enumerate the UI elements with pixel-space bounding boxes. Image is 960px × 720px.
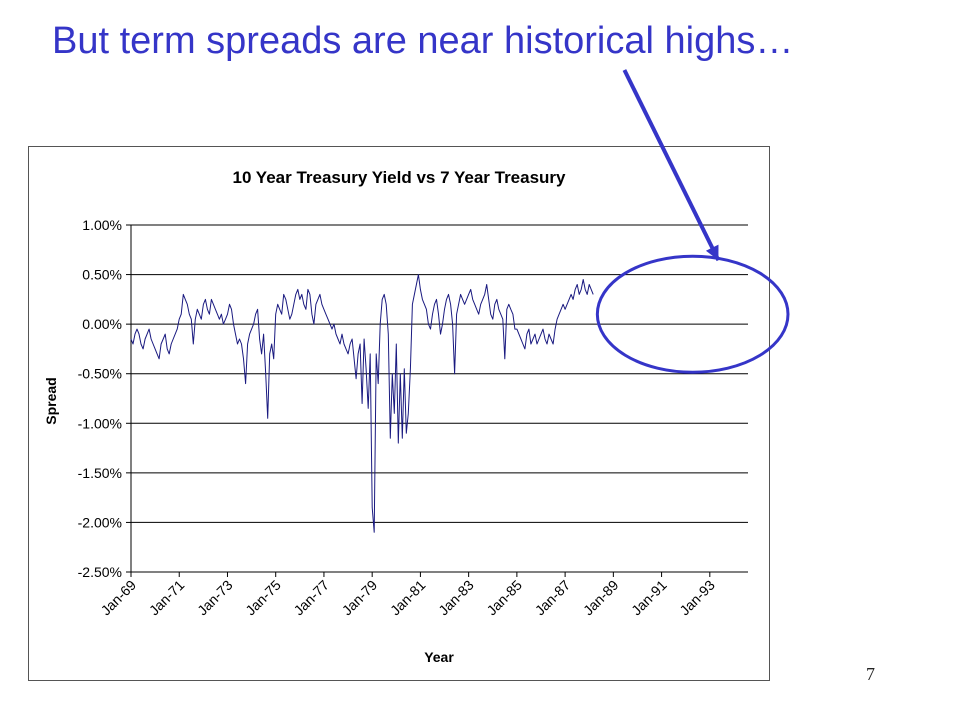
x-tick-label: Jan-71 <box>146 577 188 619</box>
y-tick-label: 0.50% <box>82 267 122 283</box>
arrow-head-icon <box>705 244 719 261</box>
x-tick-label: Jan-79 <box>339 577 381 619</box>
series-layer <box>130 274 594 533</box>
y-axis-label: Spread <box>43 377 59 424</box>
x-tick-label: Jan-87 <box>532 577 574 619</box>
y-tick-label: -1.00% <box>78 415 122 431</box>
gridlines <box>131 224 748 573</box>
y-axis: 1.00% 0.50% 0.00% -0.50% -1.00% -1.50% -2.00% -… <box>78 217 132 580</box>
x-tick-label: Jan-69 <box>98 577 140 619</box>
y-tick-label: 1.00% <box>82 217 122 233</box>
y-tick-label: -1.50% <box>78 465 122 481</box>
x-tick-label: Jan-73 <box>194 577 236 619</box>
y-tick-label: 0.00% <box>82 316 122 332</box>
y-tick-label: -2.00% <box>78 514 122 530</box>
page-number: 7 <box>866 664 875 684</box>
series-line <box>130 274 594 533</box>
chart-title: 10 Year Treasury Yield vs 7 Year Treasur… <box>232 168 566 187</box>
annotation-arrow <box>622 69 721 262</box>
x-axis-label: Year <box>424 649 454 665</box>
y-tick-label: -2.50% <box>78 564 122 580</box>
x-tick-label: Jan-93 <box>676 577 718 619</box>
highlight-ellipse <box>595 254 790 374</box>
x-tick-label: Jan-75 <box>242 577 284 619</box>
x-axis: Jan-69 Jan-71 Jan-73 Jan-75 Jan-77 Jan-79 Jan-… <box>98 572 718 619</box>
x-tick-label: Jan-85 <box>483 577 525 619</box>
x-tick-label: Jan-77 <box>290 577 332 619</box>
x-tick-label: Jan-81 <box>387 577 429 619</box>
x-tick-label: Jan-89 <box>580 577 622 619</box>
x-tick-label: Jan-91 <box>628 577 670 619</box>
y-tick-label: -0.50% <box>78 366 122 382</box>
slide-title: But term spreads are near historical hig… <box>52 20 794 62</box>
annotation <box>595 69 790 374</box>
x-tick-label: Jan-83 <box>435 577 477 619</box>
